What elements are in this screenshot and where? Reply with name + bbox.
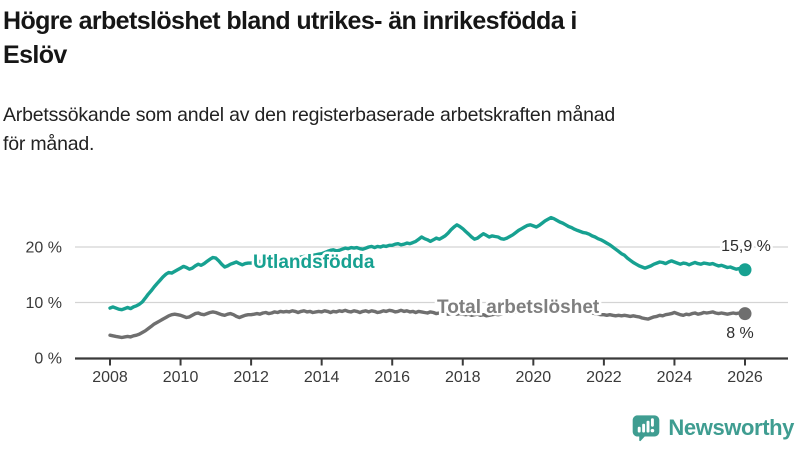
newsworthy-logo[interactable]: Newsworthy	[631, 413, 794, 443]
x-axis: 0 % 10 % 20 % 2008 2010 2012 2014 2016 2018 2020 2…	[26, 240, 788, 386]
page-subtitle: Arbetssökande som andel av den registerb…	[3, 101, 615, 159]
x-axis-tick-label: 2014	[304, 369, 340, 386]
page-title: Högre arbetslöshet bland utrikes- än inr…	[3, 4, 577, 72]
subtitle-line-2: för månad.	[3, 133, 95, 155]
x-axis-tick-label: 2016	[374, 369, 410, 386]
x-axis-tick-label: 2012	[233, 369, 269, 386]
gridlines	[75, 246, 788, 304]
title-line-2: Eslöv	[3, 41, 67, 69]
end-point-dots	[738, 263, 752, 321]
series-label-total: Total arbetslöshet	[437, 297, 600, 318]
newsworthy-wordmark: Newsworthy	[668, 415, 794, 440]
subtitle-line-1: Arbetssökande som andel av den registerb…	[3, 104, 616, 126]
x-axis-tick-label: 2010	[163, 369, 199, 386]
x-axis-tick-label: 2018	[445, 369, 481, 386]
y-axis-tick-label: 0 %	[34, 351, 62, 368]
x-axis-tick-label: 2024	[657, 369, 693, 386]
y-axis-tick-label: 20 %	[26, 240, 62, 257]
end-value-label-utlandsfodda: 15,9 %	[721, 238, 771, 255]
x-axis-tick-label: 2022	[586, 369, 622, 386]
line-series-0	[108, 215, 747, 312]
series-lines	[108, 215, 747, 340]
newsworthy-icon	[633, 415, 660, 442]
x-axis-tick-label: 2026	[727, 369, 763, 386]
x-axis-tick-label: 2020	[516, 369, 552, 386]
y-axis-tick-label: 10 %	[26, 295, 62, 312]
series-label-utlandsfodda: Utlandsfödda	[253, 252, 375, 273]
end-value-label-total: 8 %	[726, 325, 754, 342]
end-dot-series-1	[738, 307, 752, 321]
x-axis-tick-label: 2008	[92, 369, 128, 386]
line-series-1	[108, 303, 747, 340]
title-line-1: Högre arbetslöshet bland utrikes- än inr…	[3, 7, 577, 35]
end-dot-series-0	[738, 263, 752, 277]
